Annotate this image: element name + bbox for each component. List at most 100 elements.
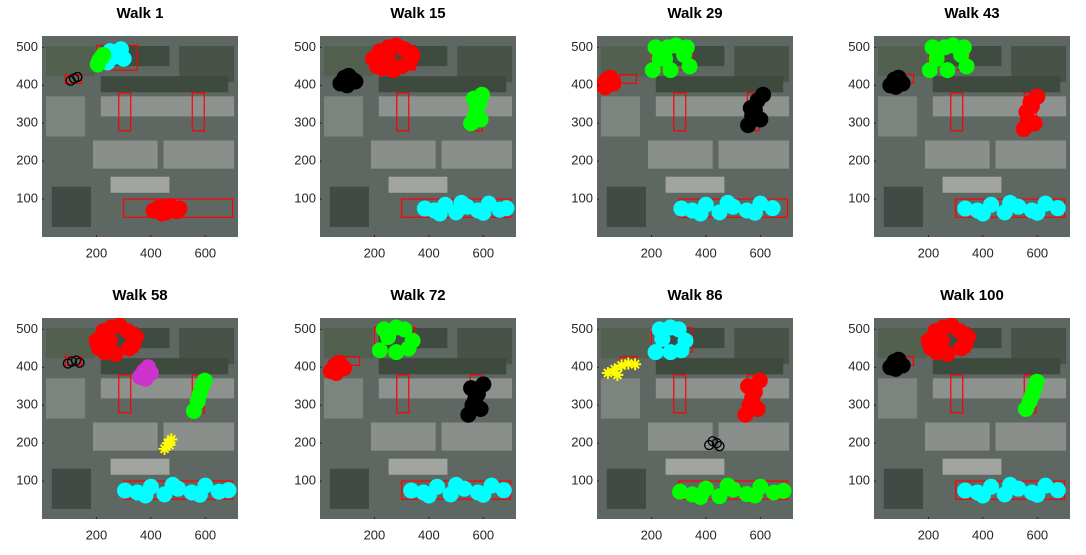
aerial-feature [666, 177, 725, 193]
point [975, 487, 991, 503]
y-tick-label: 200 [571, 435, 593, 450]
aerial-feature [111, 459, 170, 475]
aerial-feature [878, 378, 917, 418]
point [1027, 115, 1043, 131]
x-tick-label: 200 [918, 527, 940, 542]
aerial-feature [330, 187, 369, 227]
point [744, 390, 760, 406]
aerial-feature [101, 378, 234, 398]
point [940, 62, 956, 78]
x-tick-label: 400 [695, 527, 717, 542]
axes [320, 318, 516, 519]
point [388, 344, 404, 360]
point [925, 39, 941, 55]
y-tick-label: 500 [294, 39, 316, 54]
aerial-feature [933, 378, 1066, 398]
panel-title: Walk 100 [940, 287, 1004, 304]
y-tick-label: 500 [16, 39, 38, 54]
aerial-feature [607, 469, 646, 509]
x-tick-label: 400 [972, 527, 994, 542]
y-tick-label: 500 [848, 39, 870, 54]
panel-title: Walk 43 [944, 5, 999, 22]
point [192, 386, 208, 402]
aerial-feature [324, 96, 363, 136]
y-tick-label: 100 [294, 473, 316, 488]
aerial-feature [101, 76, 228, 92]
aerial-feature [878, 96, 917, 136]
point [888, 79, 904, 95]
point [692, 489, 708, 505]
aerial-feature [442, 423, 513, 451]
point [682, 58, 698, 74]
axes [597, 318, 793, 519]
y-tick-label: 400 [294, 359, 316, 374]
aerial-feature [379, 378, 512, 398]
y-tick-label: 400 [294, 77, 316, 92]
y-tick-label: 200 [294, 435, 316, 450]
aerial-feature [324, 378, 363, 418]
point [137, 487, 153, 503]
x-tick-label: 400 [418, 527, 440, 542]
point [91, 53, 107, 69]
aerial-feature [46, 96, 85, 136]
aerial-feature [925, 141, 990, 169]
point [720, 195, 736, 211]
point [475, 205, 491, 221]
aerial-feature [656, 378, 789, 398]
point [448, 477, 464, 493]
point [663, 344, 679, 360]
x-tick-label: 400 [695, 245, 717, 260]
x-tick-label: 600 [1026, 527, 1048, 542]
point [1029, 205, 1045, 221]
aerial-feature [719, 141, 790, 169]
point [192, 487, 208, 503]
y-tick-label: 500 [16, 321, 38, 336]
aerial-feature [943, 459, 1002, 475]
y-tick-label: 300 [848, 397, 870, 412]
point [775, 483, 791, 499]
point [957, 337, 973, 353]
aerial-feature [933, 96, 1066, 116]
point [755, 87, 771, 103]
y-tick-label: 500 [848, 321, 870, 336]
aerial-feature [666, 459, 725, 475]
aerial-feature [389, 459, 448, 475]
point [498, 200, 514, 216]
y-tick-label: 100 [16, 191, 38, 206]
x-tick-label: 200 [86, 527, 108, 542]
y-tick-label: 200 [16, 435, 38, 450]
aerial-feature [656, 358, 783, 374]
aerial-feature [324, 328, 373, 358]
panel-title: Walk 29 [667, 5, 722, 22]
y-tick-label: 300 [294, 397, 316, 412]
point [1029, 374, 1045, 390]
y-tick-label: 100 [294, 191, 316, 206]
point [91, 340, 107, 356]
point [469, 102, 485, 118]
point [652, 321, 668, 337]
point [692, 205, 708, 221]
aerial-feature [101, 96, 234, 116]
aerial-feature [52, 469, 91, 509]
point [765, 200, 781, 216]
panel-title: Walk 1 [117, 5, 164, 22]
point [467, 392, 483, 408]
x-tick-label: 600 [194, 245, 216, 260]
y-tick-label: 100 [16, 473, 38, 488]
aerial-feature [925, 423, 990, 451]
x-tick-label: 400 [140, 527, 162, 542]
x-tick-label: 200 [641, 527, 663, 542]
x-tick-label: 600 [194, 527, 216, 542]
point [1024, 388, 1040, 404]
y-tick-label: 400 [848, 359, 870, 374]
x-tick-label: 200 [364, 245, 386, 260]
aerial-feature [884, 187, 923, 227]
aerial-feature [884, 469, 923, 509]
x-tick-label: 200 [918, 245, 940, 260]
x-tick-label: 600 [1026, 245, 1048, 260]
y-tick-label: 100 [571, 191, 593, 206]
point [597, 79, 613, 95]
aerial-feature [719, 423, 790, 451]
point [747, 102, 763, 118]
x-tick-label: 600 [749, 245, 771, 260]
